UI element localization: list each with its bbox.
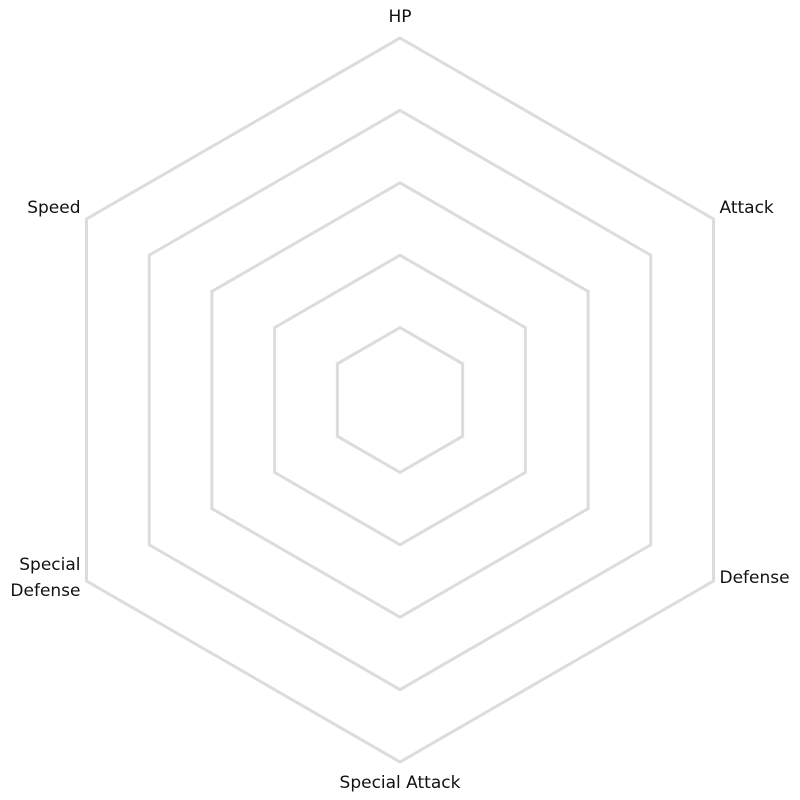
axis-label-line: Defense [720, 568, 790, 588]
axis-label-line: HP [388, 7, 411, 27]
axis-label-attack: Attack [720, 198, 774, 218]
axis-label-line: Defense [10, 581, 80, 601]
grid-ring-1 [335, 325, 465, 475]
grid-ring-5 [85, 36, 715, 764]
axis-label-speed: Speed [27, 198, 80, 218]
axis-label-line: Speed [27, 198, 80, 218]
axis-label-line: Special Attack [340, 773, 461, 793]
axis-labels: HP Attack Defense Special Attack Special Defe… [10, 7, 789, 793]
axis-label-special-attack: Special Attack [340, 773, 461, 793]
grid-ring-3 [210, 181, 590, 619]
axis-label-hp: HP [388, 7, 411, 27]
grid-ring-2 [273, 253, 527, 547]
axis-label-line: Special [19, 555, 80, 575]
axis-label-line: Attack [720, 198, 774, 218]
axis-label-defense: Defense [720, 568, 790, 588]
grid-ring-4 [147, 108, 653, 692]
radar-grid [85, 36, 715, 764]
axis-label-special-defense: Special Defense [10, 555, 80, 601]
